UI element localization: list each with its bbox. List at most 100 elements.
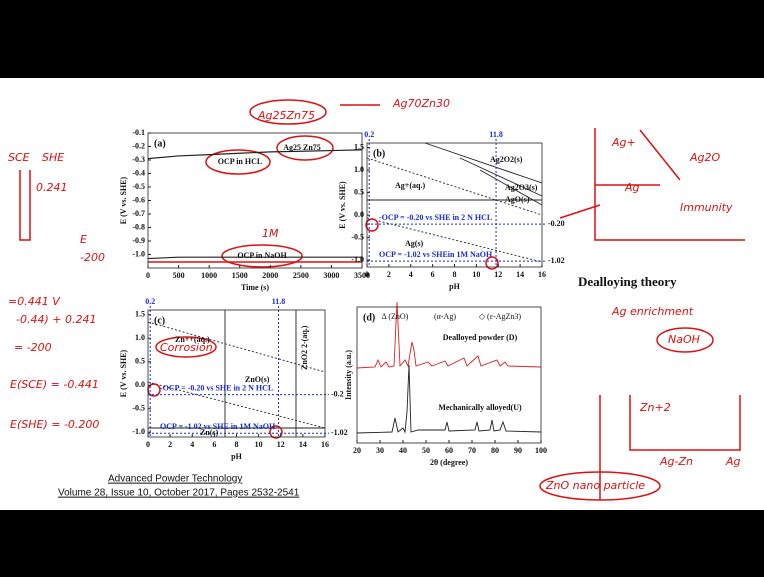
ph-label: 0.2 <box>145 297 155 306</box>
panel-label: (c) <box>154 315 165 326</box>
x-tick-label: 14 <box>299 440 307 449</box>
handwriting: Ag70Zn30 <box>392 97 450 110</box>
region-label: ZnO2 2-(aq.) <box>300 325 309 370</box>
region-label: Ag2O3(s) <box>505 183 538 192</box>
legend-item: ◇ (ε-AgZn3) <box>479 312 522 321</box>
x-tick-label: 12 <box>277 440 285 449</box>
annotation: OCP in HCL <box>218 157 262 166</box>
handwriting: SHE <box>42 151 64 164</box>
y-tick-label: -0.4 <box>132 168 145 177</box>
ph-label: 11.8 <box>489 130 503 139</box>
panel-label: (d) <box>363 312 375 323</box>
handwriting: SCE <box>8 151 30 164</box>
legend-item: (α-Ag) <box>434 312 456 321</box>
x-tick-label: 16 <box>538 270 546 279</box>
x-tick-label: 20 <box>353 446 361 455</box>
x-tick-label: 3000 <box>323 271 339 280</box>
handwriting: Ag2O <box>689 151 721 164</box>
y-tick-label: 1.5 <box>354 142 364 151</box>
x-axis-label: pH <box>231 452 242 461</box>
y-tick-label: -0.5 <box>351 233 364 242</box>
y-tick-label: -1.0 <box>132 249 145 258</box>
x-tick-label: 8 <box>235 440 239 449</box>
x-tick-label: 2500 <box>293 271 309 280</box>
region-label: Ag+(aq.) <box>395 181 425 190</box>
x-tick-label: 10 <box>472 270 480 279</box>
region-label: Ag(s) <box>405 239 424 248</box>
y-tick-label: -1.0 <box>351 255 364 264</box>
x-tick-label: 10 <box>255 440 263 449</box>
handwriting: Ag+ <box>611 136 636 149</box>
y-tick-label: 0.0 <box>354 210 364 219</box>
citation-details: Volume 28, Issue 10, October 2017, Pages… <box>58 488 300 499</box>
x-tick-label: 2000 <box>262 271 278 280</box>
y-tick-label: -0.5 <box>132 182 145 191</box>
x-tick-label: 70 <box>468 446 476 455</box>
handwriting: = -200 <box>14 341 52 354</box>
x-tick-label: 1000 <box>201 271 217 280</box>
ocp-label: -1.02 <box>548 256 565 265</box>
handwriting: -0.44) + 0.241 <box>16 313 96 326</box>
x-tick-label: 0 <box>146 271 150 280</box>
handwriting: E(SHE) = -0.200 <box>10 418 99 431</box>
handwriting: -200 <box>80 251 105 264</box>
handwriting: Ag <box>725 455 741 468</box>
region-label: AgO(s) <box>505 195 530 204</box>
y-axis-label: E (V vs. SHE) <box>119 176 128 224</box>
handwriting: E <box>80 233 87 246</box>
x-tick-label: 500 <box>173 271 185 280</box>
x-tick-label: 30 <box>376 446 384 455</box>
slide: Dealloying theoryAdvanced Powder Technol… <box>0 0 764 577</box>
x-tick-label: 60 <box>445 446 453 455</box>
y-axis-label: E (V vs. SHE) <box>338 181 347 229</box>
handwriting: E(SCE) = -0.441 <box>10 378 99 391</box>
ph-label: 0.2 <box>364 130 374 139</box>
y-tick-label: -0.9 <box>132 236 145 245</box>
y-tick-label: -0.3 <box>132 155 145 164</box>
handwriting: Ag25Zn75 <box>257 109 315 122</box>
y-tick-label: 1.0 <box>354 165 364 174</box>
x-tick-label: 2 <box>168 440 172 449</box>
y-tick-label: -1.0 <box>132 427 145 436</box>
x-tick-label: 12 <box>494 270 502 279</box>
y-tick-label: 1.0 <box>135 333 145 342</box>
region-label: ZnO(s) <box>245 375 270 384</box>
x-tick-label: 0 <box>365 270 369 279</box>
x-tick-label: 16 <box>321 440 329 449</box>
x-axis-label: 2θ (degree) <box>430 458 468 467</box>
y-tick-label: -0.6 <box>132 195 145 204</box>
y-tick-label: -0.1 <box>132 128 145 137</box>
x-tick-label: 50 <box>422 446 430 455</box>
x-tick-label: 4 <box>190 440 194 449</box>
citation-journal: Advanced Powder Technology <box>108 474 242 485</box>
ocp-label: -1.02 <box>331 428 348 437</box>
panel-label: (b) <box>373 148 385 159</box>
y-tick-label: 1.5 <box>135 310 145 319</box>
trace-label: Mechanically alloyed(U) <box>438 403 522 412</box>
x-tick-label: 1500 <box>232 271 248 280</box>
region-label: Zn(s) <box>200 428 219 437</box>
y-tick-label: 0.0 <box>135 380 145 389</box>
x-tick-label: 6 <box>431 270 435 279</box>
handwriting: Ag-Zn <box>659 455 693 468</box>
legend-item: Δ (ZnO) <box>382 312 409 321</box>
x-tick-label: 14 <box>516 270 524 279</box>
handwriting: 1M <box>262 227 279 240</box>
handwriting: Zn+2 <box>639 401 671 414</box>
y-tick-label: -0.2 <box>132 141 145 150</box>
y-axis-label: Intensity (a.u.) <box>344 350 353 400</box>
panel-label: (a) <box>154 138 166 149</box>
ocp-label: -0.20 <box>548 219 565 228</box>
ocp-note: -OCP = -0.20 vs SHE in 2 N HCL <box>160 383 273 392</box>
x-tick-label: 8 <box>453 270 457 279</box>
ocp-note: OCP = -1.02 vs SHEin 1M NaOH <box>379 250 493 259</box>
ph-label: 11.8 <box>272 297 286 306</box>
x-tick-label: 4 <box>409 270 413 279</box>
y-tick-label: -0.8 <box>132 222 145 231</box>
x-tick-label: 40 <box>399 446 407 455</box>
region-label: Zn++(aq.) <box>175 335 210 344</box>
annotation: OCP in NaOH <box>237 251 287 260</box>
region-label: Ag2O2(s) <box>490 155 523 164</box>
y-tick-label: -0.7 <box>132 209 145 218</box>
x-tick-label: 0 <box>146 440 150 449</box>
